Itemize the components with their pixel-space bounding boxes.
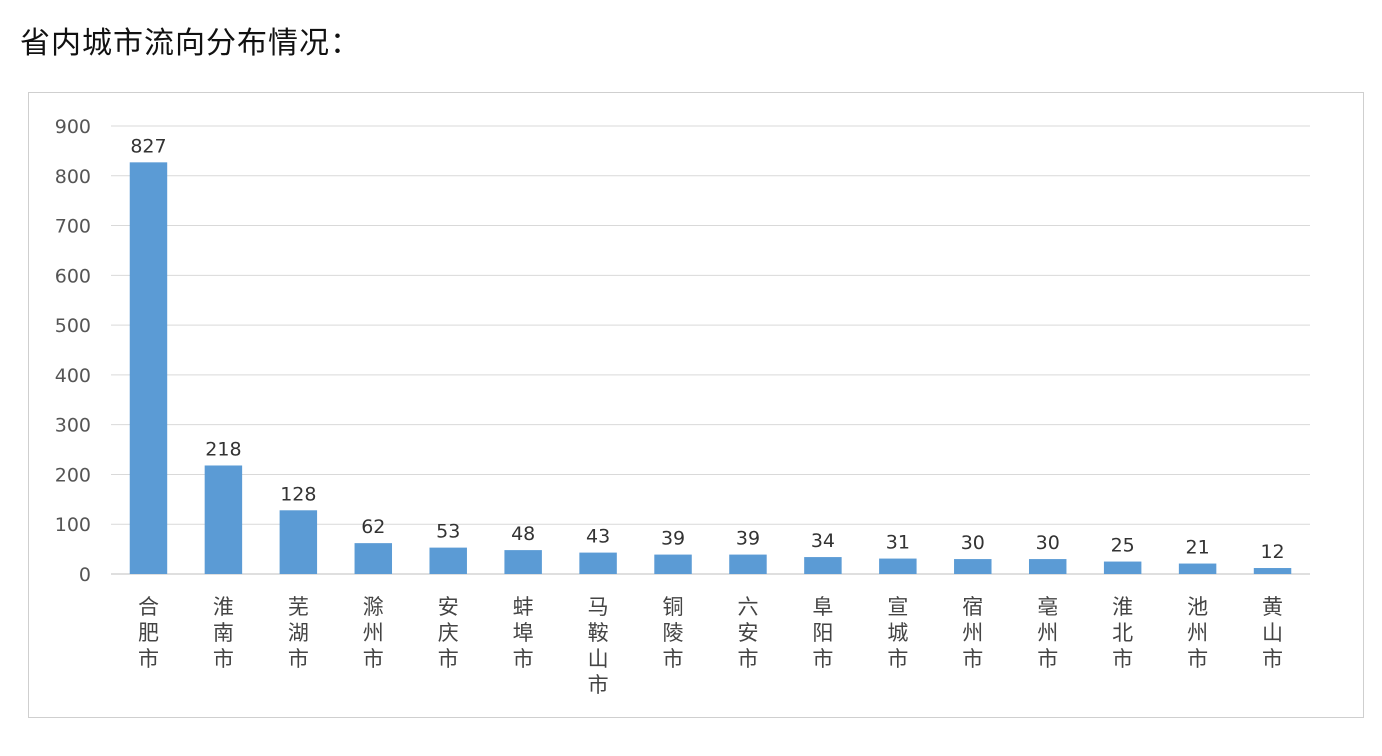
bar: [1253, 568, 1292, 574]
data-label: 21: [1186, 537, 1210, 559]
category-label: 阜阳市: [812, 595, 833, 671]
category-label: 淮南市: [213, 595, 234, 671]
bar: [279, 510, 318, 574]
category-label: 宿州市: [962, 595, 983, 671]
y-axis-ticks: 0 100 200 300 400 500 600 700 800 900: [55, 116, 91, 586]
bar: [654, 554, 692, 574]
bar: [354, 543, 393, 574]
category-label: 蚌埠市: [513, 595, 534, 671]
category-label: 六安市: [737, 595, 758, 671]
category-label: 黄山市: [1262, 595, 1283, 671]
category-label: 亳州市: [1037, 595, 1058, 671]
category-label: 合肥市: [138, 595, 159, 671]
data-label: 30: [961, 532, 985, 554]
data-label: 62: [361, 516, 385, 538]
bar-chart: 0 100 200 300 400 500 600 700 800 900 827 218 128 62…: [55, 116, 1310, 697]
bar: [1103, 561, 1142, 574]
bar: [504, 550, 542, 574]
data-label: 31: [886, 532, 910, 554]
category-label: 宣城市: [887, 595, 908, 671]
bar: [429, 547, 467, 574]
y-tick-label: 700: [55, 216, 91, 238]
y-tick-label: 400: [55, 365, 91, 387]
data-label: 827: [130, 135, 166, 157]
data-label: 39: [661, 528, 685, 550]
data-label: 128: [280, 483, 316, 505]
data-label: 30: [1036, 532, 1060, 554]
y-tick-label: 100: [55, 514, 91, 536]
data-label: 43: [586, 526, 610, 548]
category-label: 马鞍山市: [588, 595, 609, 697]
category-label: 淮北市: [1112, 595, 1133, 671]
category-label: 芜湖市: [288, 595, 309, 671]
bar: [729, 554, 767, 574]
bars: [129, 162, 1292, 574]
bar: [804, 557, 842, 574]
data-label: 12: [1260, 541, 1284, 563]
y-tick-label: 0: [79, 564, 91, 586]
y-tick-label: 200: [55, 464, 91, 486]
bar: [1028, 559, 1067, 574]
gridlines: [111, 125, 1310, 575]
data-label: 53: [436, 521, 460, 543]
category-label: 安庆市: [438, 595, 459, 671]
data-labels: 827 218 128 62 53 48 43 39 39 34 31 30 30 25 21 12: [130, 135, 1284, 563]
y-tick-label: 300: [55, 415, 91, 437]
data-label: 25: [1111, 535, 1135, 557]
y-tick-label: 800: [55, 166, 91, 188]
y-tick-label: 600: [55, 265, 91, 287]
y-tick-label: 900: [55, 116, 91, 138]
bar: [579, 552, 617, 574]
bar: [129, 162, 168, 574]
category-label: 池州市: [1187, 595, 1208, 671]
x-axis-labels: 合肥市 淮南市 芜湖市 滁州市 安庆市 蚌埠市 马鞍山市 铜陵市 六安市 阜阳市 宣城市 宿州市 亳州市…: [138, 595, 1283, 697]
category-label: 滁州市: [363, 595, 384, 671]
bar: [879, 558, 917, 574]
page-title: 省内城市流向分布情况：: [20, 26, 361, 61]
data-label: 39: [736, 528, 760, 550]
bar: [1178, 563, 1217, 574]
category-label: 铜陵市: [663, 595, 684, 671]
chart-frame: 0 100 200 300 400 500 600 700 800 900 827 218 128 62…: [28, 92, 1364, 718]
data-label: 48: [511, 523, 535, 545]
bar: [204, 465, 243, 574]
bar: [954, 559, 992, 574]
y-tick-label: 500: [55, 315, 91, 337]
data-label: 218: [205, 438, 241, 460]
data-label: 34: [811, 530, 835, 552]
